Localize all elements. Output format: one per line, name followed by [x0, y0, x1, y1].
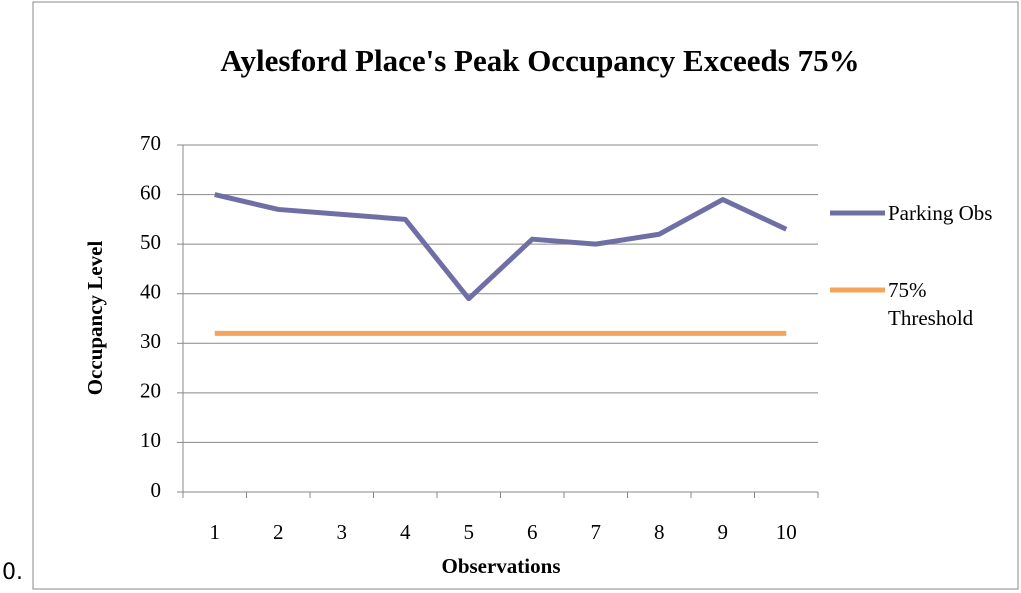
- y-tick-label: 60: [140, 180, 161, 204]
- y-tick-label: 40: [140, 280, 161, 304]
- x-tick-label: 2: [273, 520, 284, 544]
- series-line: [214, 192, 788, 302]
- chart-frame: [32, 1, 1019, 590]
- x-tick-label: 9: [718, 520, 729, 544]
- y-tick-label: 10: [140, 428, 161, 452]
- x-tick-label: 3: [337, 520, 348, 544]
- y-tick-label: 70: [140, 131, 161, 155]
- y-tick-label: 30: [140, 329, 161, 353]
- y-axis-label: Occupancy Level: [83, 241, 107, 396]
- x-tick-label: 4: [400, 520, 411, 544]
- x-tick-label: 5: [464, 520, 475, 544]
- y-tick-label: 50: [140, 230, 161, 254]
- legend-label: 75% Threshold: [888, 278, 974, 330]
- x-tick-label: 10: [776, 520, 797, 544]
- x-tick-label: 6: [527, 520, 538, 544]
- y-tick-label: 20: [140, 379, 161, 403]
- list-marker: 0.: [2, 560, 23, 585]
- x-axis-label: Observations: [441, 554, 560, 578]
- y-tick-label: 0: [151, 478, 162, 502]
- x-tick-label: 8: [654, 520, 665, 544]
- legend-label: Parking Obs: [888, 201, 993, 225]
- x-tick-label: 7: [591, 520, 602, 544]
- x-tick-label: 1: [210, 520, 221, 544]
- chart-title: Aylesford Place's Peak Occupancy Exceeds…: [220, 43, 860, 78]
